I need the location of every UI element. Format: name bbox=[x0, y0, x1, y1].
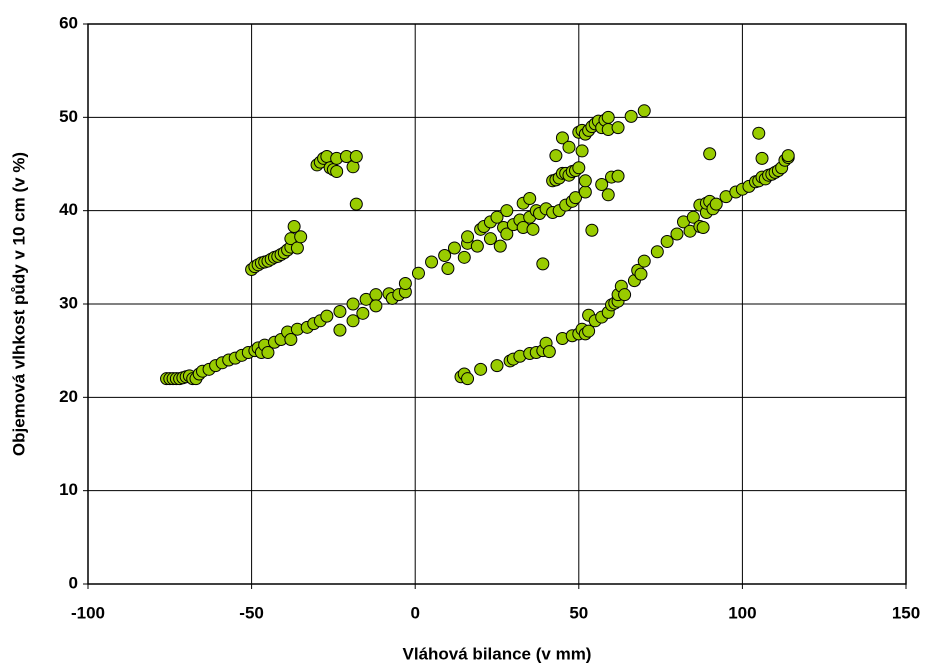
point bbox=[356, 306, 370, 320]
point bbox=[562, 140, 576, 154]
point bbox=[411, 266, 425, 280]
y-tick-label: 30 bbox=[59, 293, 78, 312]
point bbox=[536, 257, 550, 271]
point bbox=[425, 255, 439, 269]
point bbox=[490, 359, 504, 373]
point bbox=[349, 150, 363, 164]
point bbox=[624, 109, 638, 123]
point bbox=[575, 144, 589, 158]
point bbox=[261, 346, 275, 360]
point bbox=[637, 254, 651, 268]
y-tick-label: 40 bbox=[59, 200, 78, 219]
point bbox=[333, 304, 347, 318]
point bbox=[660, 234, 674, 248]
point bbox=[585, 223, 599, 237]
point bbox=[634, 267, 648, 281]
point bbox=[650, 245, 664, 259]
point bbox=[670, 227, 684, 241]
point bbox=[703, 147, 717, 161]
point bbox=[490, 210, 504, 224]
point bbox=[601, 188, 615, 202]
y-tick-label: 0 bbox=[69, 573, 78, 592]
point bbox=[461, 372, 475, 386]
point bbox=[618, 288, 632, 302]
point bbox=[549, 149, 563, 163]
point bbox=[637, 104, 651, 118]
point bbox=[595, 178, 609, 192]
point bbox=[457, 250, 471, 264]
point bbox=[447, 241, 461, 255]
point bbox=[611, 121, 625, 135]
point bbox=[483, 232, 497, 246]
x-tick-label: 50 bbox=[569, 603, 588, 622]
x-tick-label: 0 bbox=[410, 603, 419, 622]
point bbox=[349, 197, 363, 211]
point bbox=[582, 324, 596, 338]
point bbox=[601, 110, 615, 124]
point bbox=[470, 239, 484, 253]
point bbox=[696, 220, 710, 234]
y-tick-label: 60 bbox=[59, 13, 78, 32]
point bbox=[290, 241, 304, 255]
point bbox=[398, 276, 412, 290]
point bbox=[333, 323, 347, 337]
x-axis-label: Vláhová bilance (v mm) bbox=[403, 644, 592, 663]
point bbox=[752, 126, 766, 140]
point bbox=[369, 288, 383, 302]
point bbox=[542, 345, 556, 359]
point bbox=[755, 151, 769, 165]
point bbox=[346, 314, 360, 328]
point bbox=[294, 230, 308, 244]
point bbox=[287, 220, 301, 234]
y-tick-label: 50 bbox=[59, 107, 78, 126]
x-tick-label: 100 bbox=[728, 603, 756, 622]
point bbox=[330, 164, 344, 178]
point bbox=[320, 309, 334, 323]
point bbox=[500, 227, 514, 241]
point bbox=[438, 248, 452, 262]
point bbox=[493, 239, 507, 253]
plot-frame bbox=[87, 23, 907, 585]
point bbox=[572, 161, 586, 175]
point bbox=[578, 174, 592, 188]
y-tick-label: 20 bbox=[59, 387, 78, 406]
point bbox=[611, 169, 625, 183]
point bbox=[569, 191, 583, 205]
point bbox=[578, 185, 592, 199]
point bbox=[369, 299, 383, 313]
point bbox=[474, 362, 488, 376]
point bbox=[284, 332, 298, 346]
point bbox=[526, 222, 540, 236]
y-axis-label: Objemová vlhkost půdy v 10 cm (v %) bbox=[9, 152, 28, 456]
point bbox=[441, 262, 455, 276]
point bbox=[500, 204, 514, 218]
x-tick-label: -100 bbox=[71, 603, 105, 622]
point bbox=[555, 131, 569, 145]
point bbox=[686, 210, 700, 224]
point bbox=[461, 230, 475, 244]
point bbox=[781, 149, 795, 163]
point bbox=[346, 297, 360, 311]
y-tick-label: 10 bbox=[59, 480, 78, 499]
x-tick-label: 150 bbox=[892, 603, 920, 622]
point bbox=[709, 197, 723, 211]
x-tick-label: -50 bbox=[239, 603, 264, 622]
point bbox=[523, 192, 537, 206]
